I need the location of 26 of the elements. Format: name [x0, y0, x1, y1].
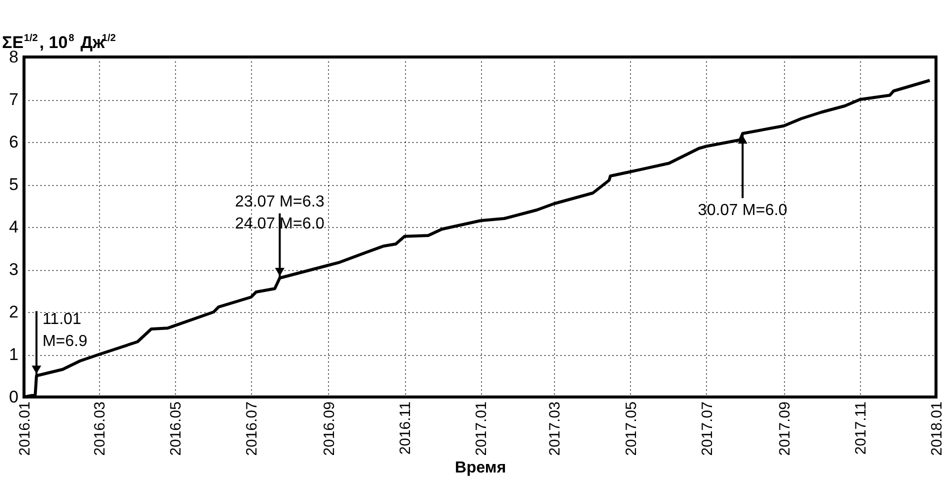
y-tick-label: 6 [9, 132, 18, 152]
y-tick-label: 7 [9, 90, 18, 109]
x-tick-label: 2017.01 [473, 402, 490, 456]
x-tick-label: 2016.05 [167, 402, 184, 456]
x-tick-label: 2016.01 [16, 402, 34, 456]
y-tick-label: 2 [9, 302, 18, 322]
y-tick-label: 4 [9, 218, 18, 236]
y-tick-label: 1 [9, 345, 18, 364]
x-tick-label: 2017.07 [698, 402, 716, 456]
annotation: 23.07 M=6.3 24.07 M=6.0 [235, 193, 325, 232]
annotation: 11.01 M=6.9 [42, 311, 88, 350]
y-tick-label: 5 [9, 175, 18, 194]
annotation: 30.07 M=6.0 [698, 202, 788, 220]
y-tick-label: 8 [9, 48, 18, 66]
y-tick-label: 0 [9, 388, 18, 406]
y-tick-label: 3 [9, 260, 18, 279]
x-tick-label: 2017.11 [852, 402, 870, 455]
x-tick-label: 2016.09 [320, 402, 338, 456]
x-tick-label: 2017.03 [546, 402, 564, 456]
x-tick-label: 2016.11 [397, 402, 414, 455]
x-axis-title: Время [454, 460, 506, 477]
x-tick-label: 2017.09 [776, 402, 794, 456]
x-tick-label: 2017.05 [622, 402, 640, 456]
x-tick-label: 2016.07 [244, 402, 261, 456]
x-tick-label: 2016.03 [91, 402, 108, 456]
x-tick-label: 2018.01 [928, 402, 946, 456]
